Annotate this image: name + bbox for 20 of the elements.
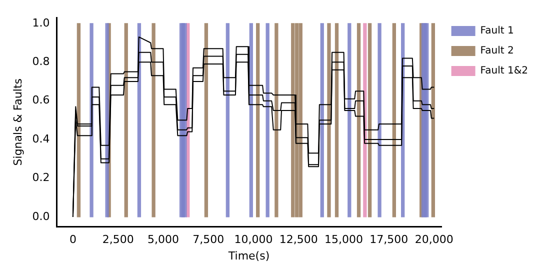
y-axis-title: Signals & Faults bbox=[11, 78, 24, 166]
y-tick-label: 0.4 bbox=[32, 132, 50, 146]
x-tick-label: 20,000 bbox=[414, 233, 454, 246]
x-tick-label: 7,500 bbox=[192, 233, 224, 246]
x-tick-label: 0 bbox=[69, 233, 76, 246]
y-tick-label: 1.0 bbox=[32, 16, 50, 30]
legend-label: Fault 1 bbox=[480, 26, 514, 37]
y-tick-label: 0.8 bbox=[32, 54, 50, 68]
y-tick-label: 0.6 bbox=[32, 94, 50, 107]
legend-label: Fault 2 bbox=[480, 46, 514, 57]
x-tick-label: 17,500 bbox=[370, 233, 408, 246]
x-tick-label: 5,000 bbox=[147, 233, 179, 246]
x-axis-title: Time(s) bbox=[227, 249, 270, 262]
x-tick-label: 2,500 bbox=[102, 233, 134, 246]
x-tick-label: 12,500 bbox=[279, 233, 318, 246]
y-tick-label: 0.0 bbox=[32, 210, 50, 223]
x-tick-label: 15,000 bbox=[324, 233, 364, 246]
y-tick-label: 0.2 bbox=[32, 171, 50, 184]
x-tick-label: 10,000 bbox=[234, 233, 273, 246]
legend-label: Fault 1&2 bbox=[480, 66, 528, 77]
